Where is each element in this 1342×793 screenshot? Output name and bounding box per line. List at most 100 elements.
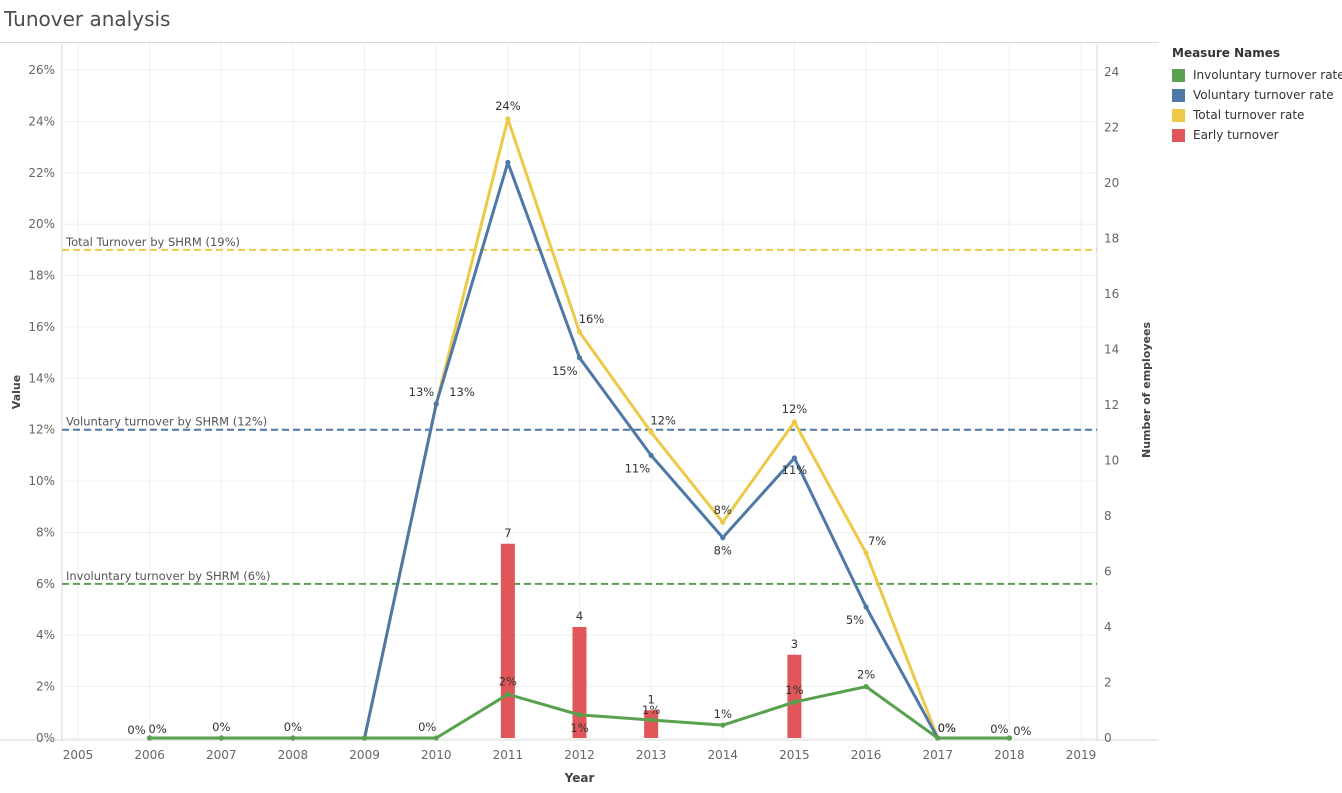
- line-data-label: 11%: [782, 463, 808, 477]
- line-data-label: 0%: [990, 722, 1008, 736]
- bar-early-turnover: [644, 710, 659, 738]
- reference-line-label: Voluntary turnover by SHRM (12%): [66, 415, 267, 429]
- series-point: [505, 116, 511, 122]
- y-tick-label: 4%: [36, 628, 55, 642]
- line-data-label: 2%: [857, 668, 875, 682]
- y2-tick-label: 18: [1104, 232, 1119, 246]
- y2-tick-label: 0: [1104, 731, 1112, 745]
- legend-label: Total turnover rate: [1193, 108, 1305, 122]
- grid: [62, 44, 1097, 740]
- series-point: [218, 735, 224, 741]
- line-data-label: 13%: [449, 385, 475, 399]
- line-data-label: 13%: [409, 385, 435, 399]
- x-tick-label: 2015: [779, 748, 810, 762]
- y2-tick-label: 22: [1104, 121, 1119, 135]
- y-tick-label: 18%: [28, 269, 55, 283]
- y-tick-label: 22%: [28, 166, 55, 180]
- x-tick-label: 2005: [63, 748, 94, 762]
- bar-early-turnover: [787, 654, 802, 738]
- line-data-label: 12%: [650, 413, 676, 427]
- series-point: [505, 691, 511, 697]
- bar-early-turnover: [500, 543, 515, 738]
- legend-label: Involuntary turnover rate: [1193, 68, 1342, 82]
- line-data-label: 16%: [579, 312, 605, 326]
- y2-tick-label: 8: [1104, 509, 1112, 523]
- legend: Measure Names Involuntary turnover rate …: [1172, 46, 1342, 145]
- legend-item-involuntary[interactable]: Involuntary turnover rate: [1172, 65, 1342, 85]
- y-axis-title: Value: [10, 375, 23, 409]
- y2-tick-label: 10: [1104, 454, 1119, 468]
- data-labels: 7 4 1 3 13% 24% 16% 12% 8% 12% 7% 13% 15% 11% 8% 11% 5% 0…: [127, 99, 1031, 738]
- series-point: [720, 535, 726, 541]
- bar-early-turnover: [572, 627, 587, 738]
- x-tick-label: 2017: [922, 748, 953, 762]
- series-point: [433, 401, 439, 407]
- line-data-label: 1%: [714, 707, 732, 721]
- x-tick-label: 2011: [493, 748, 524, 762]
- x-tick-label: 2009: [349, 748, 380, 762]
- line-data-label: 1%: [785, 683, 803, 697]
- x-tick-label: 2007: [206, 748, 237, 762]
- series-point: [791, 699, 798, 705]
- series-point: [576, 712, 583, 718]
- bar-data-label: 7: [504, 526, 511, 540]
- y-tick-label: 14%: [28, 371, 55, 385]
- line-data-label: 5%: [846, 613, 864, 627]
- line-data-label: 24%: [495, 99, 521, 113]
- legend-item-early[interactable]: Early turnover: [1172, 125, 1342, 145]
- series-point: [720, 519, 726, 525]
- series-point: [147, 735, 153, 741]
- legend-label: Voluntary turnover rate: [1193, 88, 1334, 102]
- bar-data-label: 1: [647, 692, 654, 706]
- y-tick-label: 24%: [28, 114, 55, 128]
- y2-tick-label: 6: [1104, 565, 1112, 579]
- x-tick-label: 2006: [134, 748, 165, 762]
- y2-tick-label: 24: [1104, 65, 1119, 79]
- reference-line-label: Total Turnover by SHRM (19%): [65, 235, 240, 249]
- line-data-label: 1%: [642, 703, 660, 717]
- line-data-label: 8%: [714, 503, 732, 517]
- legend-swatch: [1172, 108, 1185, 122]
- y-tick-label: 12%: [28, 423, 55, 437]
- series-point: [290, 735, 296, 741]
- x-axis-title: Year: [564, 771, 595, 785]
- series-point: [505, 159, 511, 166]
- x-tick-label: 2014: [708, 748, 739, 762]
- x-tick-label: 2012: [564, 748, 595, 762]
- line-data-label: 0%: [149, 722, 167, 736]
- x-tick-label: 2008: [278, 748, 309, 762]
- series-point: [576, 329, 583, 335]
- bars-early-turnover: [500, 543, 802, 738]
- y-tick-label: 2%: [36, 680, 55, 694]
- x-tick-label: 2019: [1066, 748, 1097, 762]
- bar-data-label: 3: [791, 637, 798, 651]
- line-data-label: 0%: [418, 720, 436, 734]
- series-point: [791, 455, 798, 461]
- line-data-label: 0%: [127, 723, 145, 737]
- legend-item-voluntary[interactable]: Voluntary turnover rate: [1172, 85, 1342, 105]
- legend-swatch: [1172, 68, 1185, 82]
- page-title: Tunover analysis: [4, 7, 171, 31]
- bar-data-label: 4: [576, 609, 583, 623]
- series-point: [361, 735, 368, 741]
- y-tick-label: 26%: [28, 63, 55, 77]
- series-point: [720, 722, 726, 728]
- y-tick-label: 10%: [28, 474, 55, 488]
- legend-title: Measure Names: [1172, 46, 1281, 60]
- y2-tick-label: 16: [1104, 287, 1119, 301]
- x-tick-label: 2010: [421, 748, 452, 762]
- legend-item-total[interactable]: Total turnover rate: [1172, 105, 1342, 125]
- turnover-chart: 0%2%4%6%8%10%12%14%16%18%20%22%24%26%024…: [0, 44, 1159, 785]
- series-point: [791, 419, 798, 425]
- line-data-label: 7%: [868, 534, 886, 548]
- legend-swatch: [1172, 128, 1185, 142]
- y-tick-label: 20%: [28, 217, 55, 231]
- x-tick-label: 2013: [636, 748, 667, 762]
- x-tick-label: 2016: [851, 748, 882, 762]
- series-point: [576, 355, 583, 361]
- line-data-label: 1%: [570, 721, 588, 735]
- y2-tick-label: 4: [1104, 620, 1112, 634]
- y2-tick-label: 2: [1104, 676, 1112, 690]
- y2-tick-label: 20: [1104, 176, 1119, 190]
- series-point: [863, 604, 869, 610]
